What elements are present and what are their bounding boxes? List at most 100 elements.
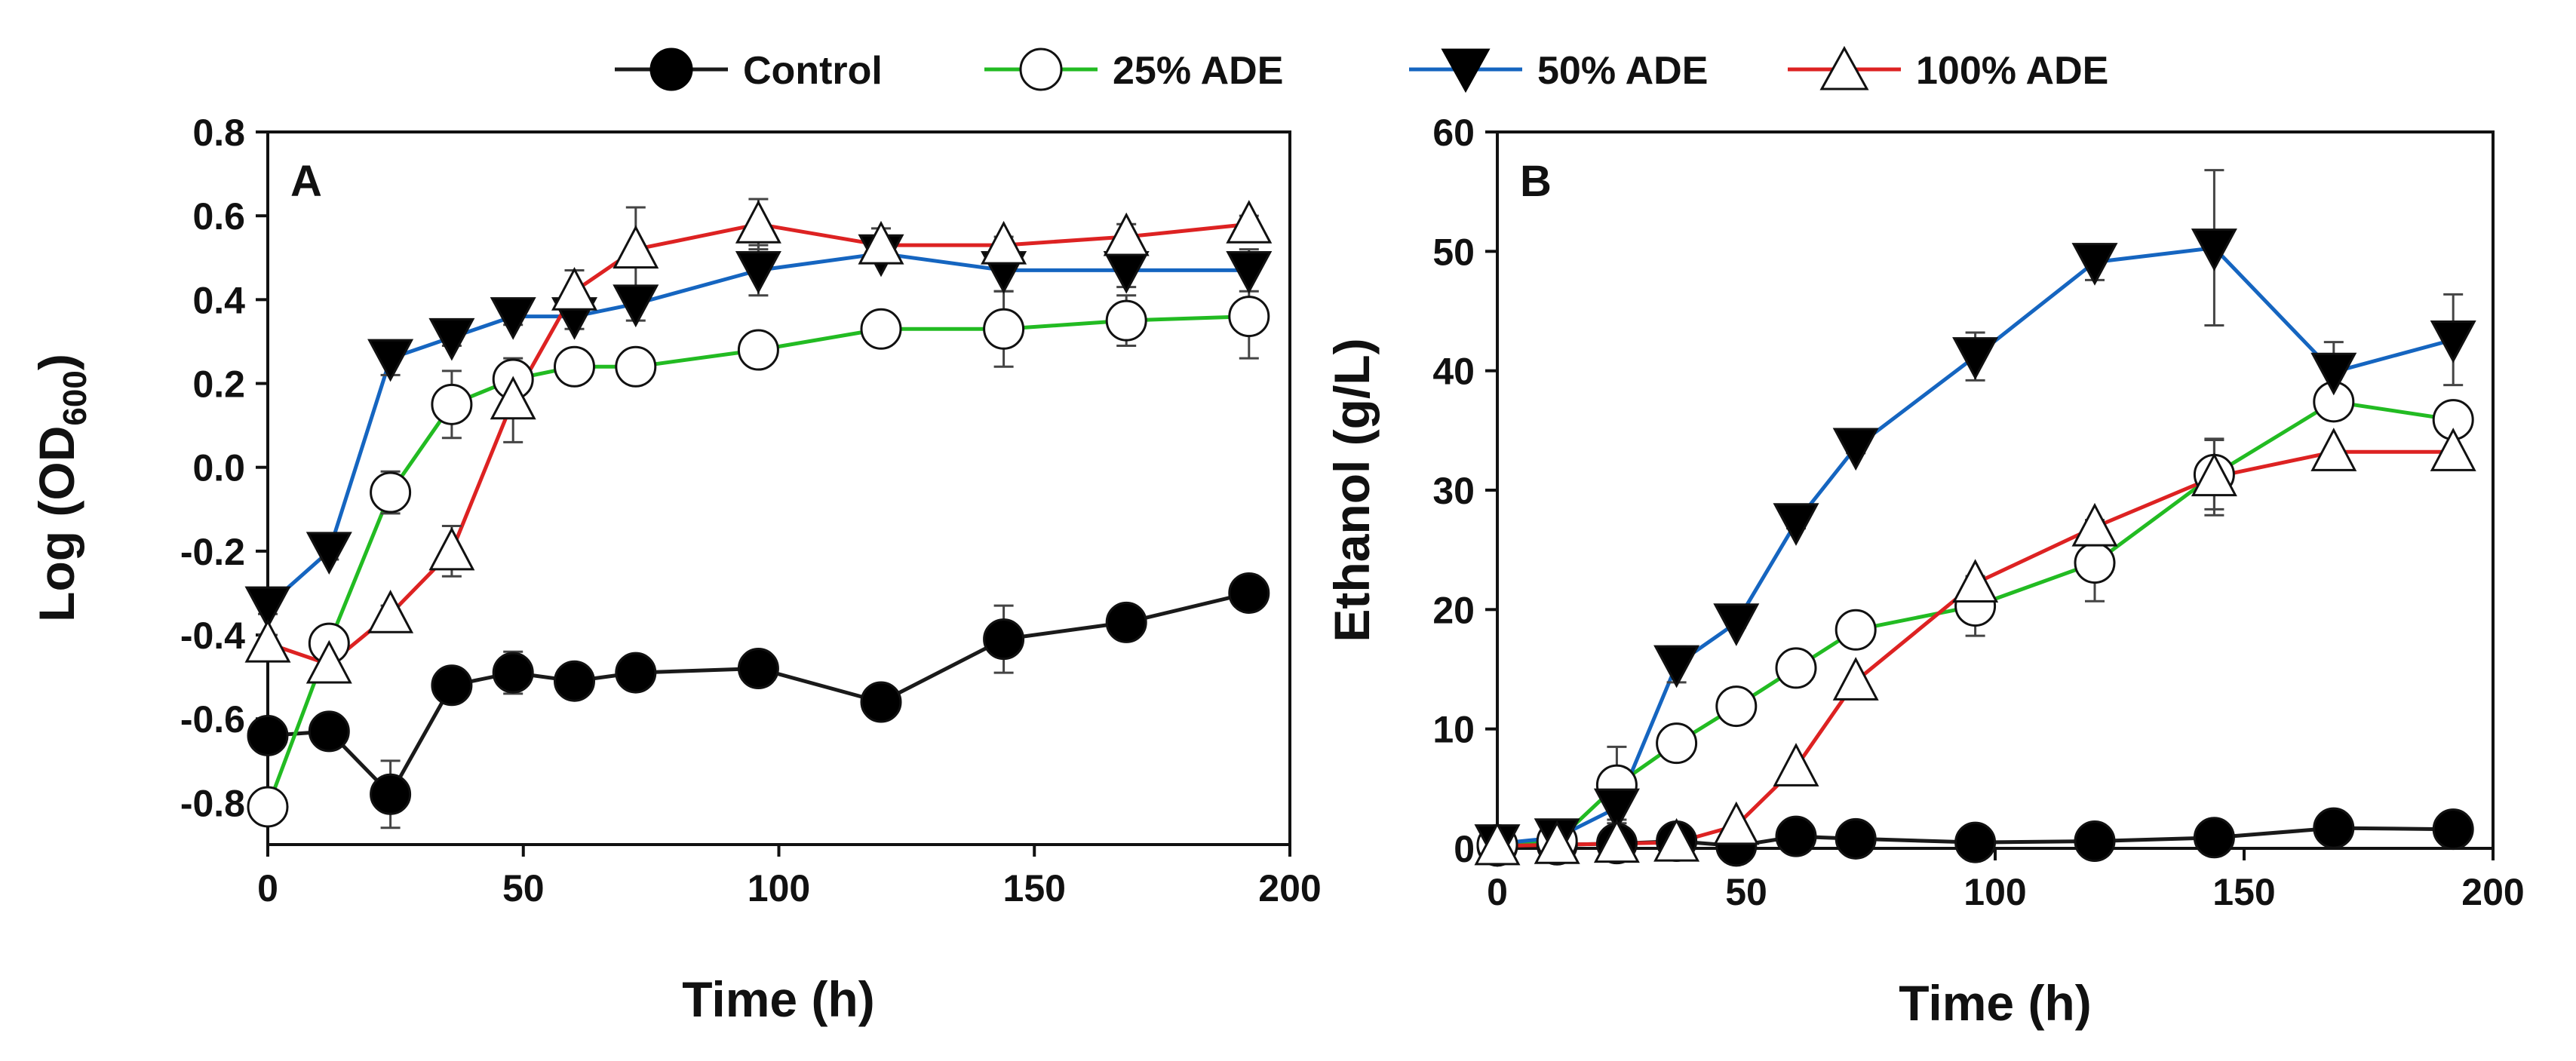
panel-b-point-25-ade <box>2074 542 2116 584</box>
panel-b-point-50-ade <box>1653 645 1700 688</box>
panel-a-point-100-ade <box>428 526 475 571</box>
panel-a-y-tick-label: -0.8 <box>180 782 245 824</box>
panel-b-point-control <box>2313 807 2355 849</box>
panel-a-y-tick-label: -0.2 <box>180 531 245 573</box>
panel-b-point-100-ade <box>1593 819 1640 863</box>
panel-b-point-50-ade <box>2071 243 2118 286</box>
panel-a-y-title-close: ) <box>29 354 84 370</box>
panel-b-x-tick-label: 150 <box>2212 871 2275 913</box>
panel-b-point-100-ade <box>1713 801 1760 845</box>
panel-b-point-100-ade <box>2071 502 2118 547</box>
legend-marker-50-ade <box>1441 48 1491 94</box>
panel-a-y-axis-title: Log (OD600) <box>29 354 94 622</box>
panel-a-point-50-ade <box>428 317 475 361</box>
legend-label-control: Control <box>743 49 883 93</box>
panel-a-series-line-control <box>267 591 1250 796</box>
panel-b: B Time (h) Ethanol (g/L) 0 50 100 150 200 0 10… <box>1324 112 2525 1031</box>
panel-a-point-50-ade <box>735 250 781 294</box>
panel-b-point-25-ade <box>1656 722 1698 765</box>
panel-b-x-tick-label: 200 <box>2461 871 2524 913</box>
panel-b-point-50-ade <box>1952 337 1999 380</box>
panel-b-point-100-ade <box>1474 821 1521 866</box>
panel-b-point-control <box>1954 821 1997 863</box>
panel-a-point-100-ade <box>367 590 414 633</box>
panel-a-y-tick-label: 0.4 <box>192 279 245 321</box>
panel-a: A Time (h) Log (OD600) 0 50 100 150 200 -0.8 -… <box>29 112 1322 1027</box>
panel-b-y-tick-label: 30 <box>1432 470 1475 512</box>
panel-b-series-line-100-ade <box>1497 449 2454 848</box>
panel-b-y-tick-label: 0 <box>1454 828 1475 870</box>
panel-b-point-50-ade <box>1832 428 1879 471</box>
panel-a-point-100-ade <box>490 376 536 420</box>
legend-marker-control <box>649 48 693 91</box>
panel-a-point-50-ade <box>305 532 352 575</box>
panel-a-ticks: 0 50 100 150 200 -0.8 -0.6 -0.4 -0.2 0.0 0.2 0.4 0.6… <box>180 112 1322 909</box>
panel-a-y-tick-label: -0.6 <box>180 698 245 741</box>
panel-a-point-control <box>615 652 657 694</box>
legend-label-100-ade: 100% ADE <box>1916 49 2108 93</box>
panel-b-point-50-ade <box>2430 320 2476 363</box>
panel-a-point-control <box>247 714 289 756</box>
panel-b-point-50-ade <box>2191 228 2237 271</box>
panel-a-point-control <box>308 710 350 753</box>
panel-a-series-line-25-ade <box>266 314 1249 808</box>
panel-a-point-25-ade <box>860 308 902 350</box>
panel-a-x-axis-title: Time (h) <box>682 971 874 1027</box>
panel-b-ticks: 0 50 100 150 200 0 10 20 30 40 50 60 <box>1432 112 2524 913</box>
panel-a-point-100-ade <box>858 220 904 265</box>
panel-a-point-control <box>492 652 534 694</box>
panel-a-y-title-main: Log (OD <box>29 426 84 622</box>
panel-a-x-tick-label: 0 <box>257 867 278 909</box>
panel-a-point-control <box>860 681 902 723</box>
panel-b-x-axis-title: Time (h) <box>1899 975 2091 1031</box>
panel-a-point-100-ade <box>244 618 291 663</box>
panel-a-point-100-ade <box>551 267 597 311</box>
panel-a-point-100-ade <box>613 225 659 269</box>
panel-a-point-100-ade <box>981 220 1027 265</box>
panel-b-point-50-ade <box>1773 503 1819 546</box>
panel-b-point-100-ade <box>1534 820 1580 864</box>
panel-a-point-control <box>554 660 595 702</box>
panel-b-y-tick-label: 40 <box>1432 351 1475 393</box>
panel-b-x-tick-label: 0 <box>1487 871 1508 913</box>
panel-b-point-control <box>1775 815 1817 857</box>
panel-a-point-control <box>737 648 779 690</box>
panel-b-point-100-ade <box>1952 559 1999 603</box>
panel-a-y-tick-label: -0.4 <box>180 615 245 657</box>
panel-a-x-tick-label: 200 <box>1258 867 1321 909</box>
panel-b-point-100-ade <box>1773 743 1819 787</box>
panel-a-point-control <box>983 618 1025 661</box>
panel-b-point-100-ade <box>1832 657 1879 701</box>
panel-b-point-100-ade <box>2191 452 2237 497</box>
panel-b-point-100-ade <box>2430 428 2476 471</box>
panel-b-y-axis-title: Ethanol (g/L) <box>1324 338 1380 642</box>
panel-a-point-100-ade <box>735 200 781 244</box>
legend-label-50-ade: 50% ADE <box>1537 49 1708 93</box>
panel-a-point-25-ade <box>370 471 412 514</box>
panel-a-point-25-ade <box>737 329 779 371</box>
panel-b-data <box>1474 169 2476 867</box>
panel-b-point-control <box>2193 817 2235 859</box>
panel-a-point-25-ade <box>615 345 657 388</box>
panel-b-point-50-ade <box>2310 352 2357 396</box>
panel-b-point-25-ade <box>1775 647 1817 689</box>
panel-a-point-100-ade <box>1226 200 1273 244</box>
panel-a-x-tick-label: 150 <box>1003 867 1066 909</box>
legend-entry-control: Control <box>615 48 883 93</box>
panel-a-y-tick-label: 0.6 <box>192 195 245 238</box>
panel-a-point-50-ade <box>244 586 291 630</box>
panel-a-x-tick-label: 50 <box>502 867 545 909</box>
legend-marker-25-ade <box>1019 48 1063 91</box>
panel-a-point-25-ade <box>1228 296 1270 338</box>
panel-b-point-100-ade <box>1653 817 1700 862</box>
panel-b-point-50-ade <box>1593 788 1640 832</box>
panel-a-point-50-ade <box>490 297 536 340</box>
panel-a-point-25-ade <box>983 308 1025 350</box>
panel-a-y-tick-label: 0.0 <box>192 447 245 489</box>
panel-b-point-25-ade <box>1835 609 1877 651</box>
panel-a-point-control <box>370 773 412 815</box>
panel-a-point-control <box>431 664 473 707</box>
panel-b-point-control <box>2074 820 2116 862</box>
panel-a-point-control <box>1105 601 1147 643</box>
